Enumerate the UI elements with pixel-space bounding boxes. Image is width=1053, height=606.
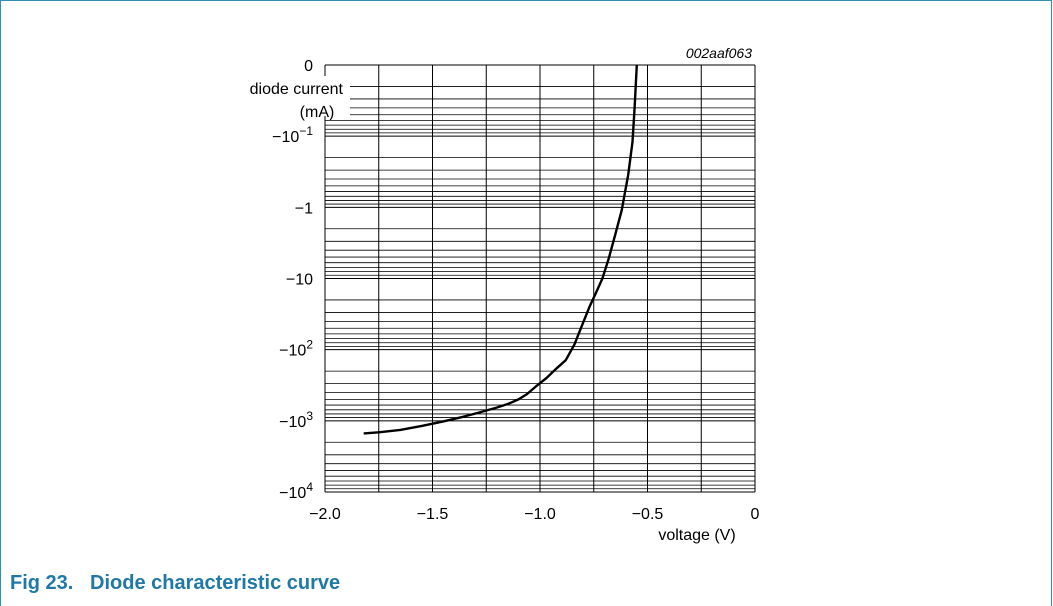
xlabel: voltage (V): [658, 527, 735, 544]
x-tick-label: −2.0: [309, 506, 341, 523]
x-tick-label: 0: [751, 506, 760, 523]
y-tick-label: −102: [279, 338, 313, 360]
y-tick-label: 0: [304, 58, 313, 75]
diode-chart: diode current (mA) 002aaf063 voltage (V)…: [226, 45, 760, 544]
y-tick-label: −103: [279, 409, 313, 431]
ylabel-line-2: (mA): [300, 104, 335, 121]
y-tick-label: −10−1: [272, 124, 313, 146]
x-tick-labels: −2.0 −1.5 −1.0 −0.5 0: [309, 506, 759, 523]
figure-caption: Fig 23. Diode characteristic curve: [10, 572, 341, 594]
grid: [324, 64, 756, 493]
x-tick-label: −0.5: [632, 506, 664, 523]
figure-id: 002aaf063: [686, 45, 752, 61]
y-tick-label: −10: [286, 272, 313, 289]
y-tick-label: −1: [295, 200, 313, 217]
diode-curve-series: [363, 64, 638, 435]
ylabel-background: [226, 76, 350, 116]
x-tick-label: −1.5: [417, 506, 449, 523]
x-tick-label: −1.0: [524, 506, 556, 523]
y-tick-label: −104: [279, 480, 313, 502]
y-tick-labels: 0 −10−1 −1 −10 −102 −103 −104: [272, 58, 313, 502]
ylabel-line-1: diode current: [250, 81, 344, 98]
